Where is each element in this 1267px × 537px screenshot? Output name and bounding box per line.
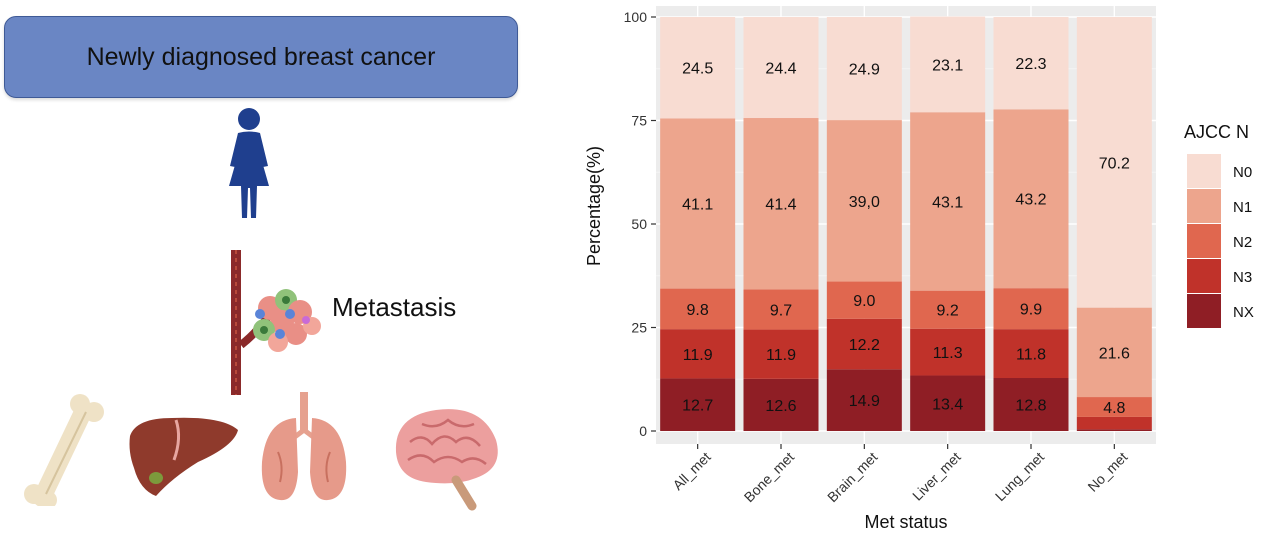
bar-segment-Lung_met-N2 — [993, 288, 1069, 330]
metastasis-label: Metastasis — [332, 292, 457, 322]
data-label: 41.4 — [765, 197, 796, 214]
y-axis: 0 25 50 75 100 — [624, 9, 656, 439]
bar-segment-Bone_met-NX — [743, 378, 819, 431]
data-label: 24.5 — [682, 61, 713, 78]
bar-segment-Bone_met-N2 — [743, 289, 819, 330]
data-label: 24.9 — [849, 62, 880, 79]
plot-panel — [656, 6, 1156, 444]
data-label: 13.4 — [932, 396, 963, 413]
x-tick-label: Lung_met — [992, 449, 1047, 504]
bar-segment-Liver_met-N1 — [910, 112, 986, 291]
data-label: 14.9 — [849, 393, 880, 410]
data-label: 9.2 — [937, 303, 959, 320]
bar-segment-All_met-N1 — [660, 118, 736, 289]
y-axis-title: Percentage(%) — [584, 146, 604, 266]
legend-label-NX: NX — [1233, 304, 1254, 321]
data-label: 11.9 — [766, 347, 796, 364]
y-tick-label: 75 — [631, 113, 647, 129]
legend-label-N3: N3 — [1233, 269, 1252, 286]
data-label: 4.8 — [1103, 400, 1125, 417]
data-label: 22.3 — [1015, 56, 1046, 73]
data-label: 11.8 — [1016, 347, 1046, 364]
data-labels: 24.5 41.1 9.8 11.9 12.7 24.4 41.4 9.7 11.9 12.6 24… — [682, 56, 1130, 417]
bar-segment-No_met-N3 — [1076, 416, 1152, 430]
bar-segment-No_met-NX — [1076, 429, 1152, 431]
bar-segment-All_met-N0 — [660, 17, 736, 119]
bar-segment-No_met-N2 — [1076, 397, 1152, 417]
data-label: 24.4 — [765, 61, 796, 78]
bar-segment-Bone_met-N1 — [743, 118, 819, 290]
lungs-icon — [261, 392, 347, 501]
brain-icon — [395, 409, 498, 511]
bar-segment-Lung_met-N0 — [993, 17, 1069, 110]
legend-title: AJCC N — [1184, 122, 1249, 142]
x-tick-label: Bone_met — [741, 449, 798, 506]
x-tick-label: Liver_met — [909, 449, 964, 504]
woman-icon — [229, 108, 269, 218]
bar-segment-Liver_met-N0 — [910, 16, 986, 113]
legend-label-N0: N0 — [1233, 164, 1252, 181]
bar-segment-No_met-N1 — [1076, 307, 1152, 398]
bar-segment-Lung_met-N3 — [993, 329, 1069, 379]
legend-swatch-N0 — [1187, 154, 1221, 188]
tumor-cluster-icon — [253, 289, 321, 352]
bar-segment-All_met-NX — [660, 378, 736, 431]
y-tick-label: 0 — [639, 423, 647, 439]
bars — [660, 16, 1152, 431]
data-label: 23.1 — [932, 57, 963, 74]
data-label: 9.9 — [1020, 302, 1042, 319]
bar-segment-Lung_met-N1 — [993, 109, 1069, 289]
data-label: 12.6 — [765, 398, 796, 415]
data-label: 11.9 — [683, 347, 713, 364]
data-label: 12.8 — [1015, 398, 1046, 415]
title-box-text: Newly diagnosed breast cancer — [86, 42, 436, 71]
data-label: 9.8 — [687, 302, 709, 319]
legend: AJCC N N0 N1 N2 N3 NX — [1184, 122, 1254, 328]
data-label: 41.1 — [682, 197, 713, 214]
bar-segment-Brain_met-N2 — [826, 281, 902, 319]
blood-vessel-tumor-illustration — [231, 250, 321, 395]
bone-icon — [24, 394, 104, 506]
legend-swatch-N3 — [1187, 259, 1221, 293]
legend-swatch-N2 — [1187, 224, 1221, 258]
y-tick-label: 100 — [624, 9, 648, 25]
x-axis-title: Met status — [864, 512, 947, 532]
legend-swatch-NX — [1187, 294, 1221, 328]
stacked-bar-chart: 24.5 41.1 9.8 11.9 12.7 24.4 41.4 9.7 11.9 12.6 24… — [584, 6, 1254, 532]
data-label: 21.6 — [1099, 345, 1130, 362]
bar-segment-All_met-N2 — [660, 288, 736, 330]
data-label: 70.2 — [1099, 155, 1130, 172]
bar-segment-Brain_met-N0 — [826, 17, 902, 121]
bar-segment-Brain_met-N1 — [826, 120, 902, 282]
bar-segment-Brain_met-N3 — [826, 318, 902, 370]
data-label: 12.2 — [849, 337, 880, 354]
bar-segment-Brain_met-NX — [826, 369, 902, 431]
legend-swatch-N1 — [1187, 189, 1221, 223]
bar-segment-Liver_met-N3 — [910, 328, 986, 376]
bar-segment-Bone_met-N0 — [743, 17, 819, 119]
liver-icon — [129, 417, 238, 496]
bar-segment-Liver_met-N2 — [910, 290, 986, 329]
data-label: 43.2 — [1015, 192, 1046, 209]
x-tick-label: Brain_met — [824, 449, 881, 506]
title-box: Newly diagnosed breast cancer — [4, 16, 518, 98]
bar-segment-Lung_met-NX — [993, 378, 1069, 431]
data-label: 9.0 — [853, 293, 875, 310]
data-label: 12.7 — [682, 398, 713, 415]
x-tick-label: No_met — [1084, 449, 1130, 495]
data-label: 39,0 — [849, 194, 880, 211]
bar-segment-No_met-N0 — [1076, 17, 1152, 308]
data-label: 11.3 — [933, 345, 963, 362]
data-label: 9.7 — [770, 302, 792, 319]
legend-label-N2: N2 — [1233, 234, 1252, 251]
y-tick-label: 50 — [631, 216, 647, 232]
x-axis: All_met Bone_met Brain_met Liver_met Lung_me… — [669, 444, 1131, 506]
bar-segment-Liver_met-NX — [910, 375, 986, 431]
data-label: 43.1 — [932, 194, 963, 211]
x-tick-label: All_met — [669, 449, 713, 493]
legend-label-N1: N1 — [1233, 199, 1252, 216]
y-tick-label: 25 — [631, 320, 647, 336]
bar-segment-Bone_met-N3 — [743, 329, 819, 379]
bar-segment-All_met-N3 — [660, 329, 736, 379]
